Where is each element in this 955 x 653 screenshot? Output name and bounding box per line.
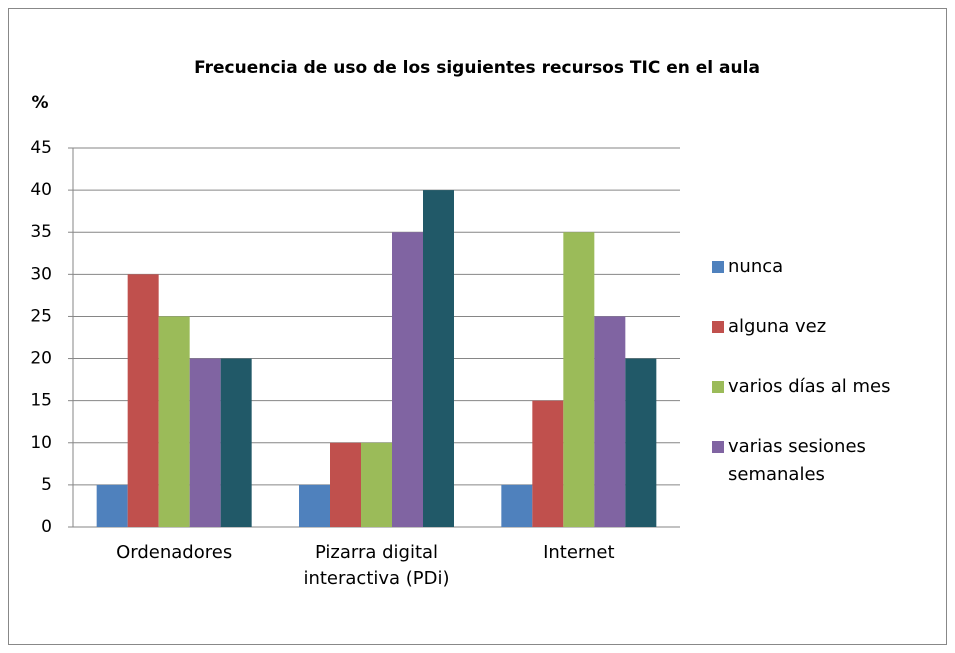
chart-title: Frecuencia de uso de los siguientes recu… — [194, 58, 760, 78]
legend-label: varias sesiones semanales — [728, 436, 866, 485]
bar — [501, 484, 533, 527]
y-tick-label: 5 — [41, 475, 52, 495]
bar — [392, 232, 423, 527]
bar — [532, 400, 564, 527]
bar — [361, 442, 392, 527]
legend-swatch — [712, 441, 724, 453]
y-tick-label: 35 — [30, 222, 52, 242]
y-tick-label: 15 — [30, 391, 52, 411]
legend-label: alguna vez — [728, 316, 827, 337]
y-tick-label: 0 — [41, 517, 52, 537]
x-tick-label: Internet — [543, 542, 615, 563]
bar — [158, 316, 190, 527]
y-tick-label: 20 — [30, 349, 52, 369]
bar — [189, 358, 221, 527]
legend-swatch — [712, 381, 724, 393]
bar — [330, 442, 361, 527]
x-tick-label: Pizarra digital interactiva (PDi) — [303, 542, 450, 589]
legend-swatch — [712, 321, 724, 333]
y-tick-label: 25 — [30, 306, 52, 326]
bar — [220, 358, 252, 527]
bar — [423, 190, 454, 527]
bar — [563, 232, 595, 527]
bar — [96, 484, 128, 527]
x-tick-label: Ordenadores — [116, 542, 233, 563]
bar — [594, 316, 626, 527]
y-tick-label: 30 — [30, 264, 52, 284]
legend-label: varios días al mes — [728, 376, 891, 397]
legend-swatch — [712, 261, 724, 273]
bar — [299, 484, 330, 527]
bar — [127, 274, 159, 527]
y-axis-label: % — [31, 93, 48, 113]
bar — [625, 358, 657, 527]
legend-label: nunca — [728, 256, 784, 277]
y-tick-label: 45 — [30, 138, 52, 158]
y-tick-label: 40 — [30, 180, 52, 200]
y-tick-label: 10 — [30, 433, 52, 453]
